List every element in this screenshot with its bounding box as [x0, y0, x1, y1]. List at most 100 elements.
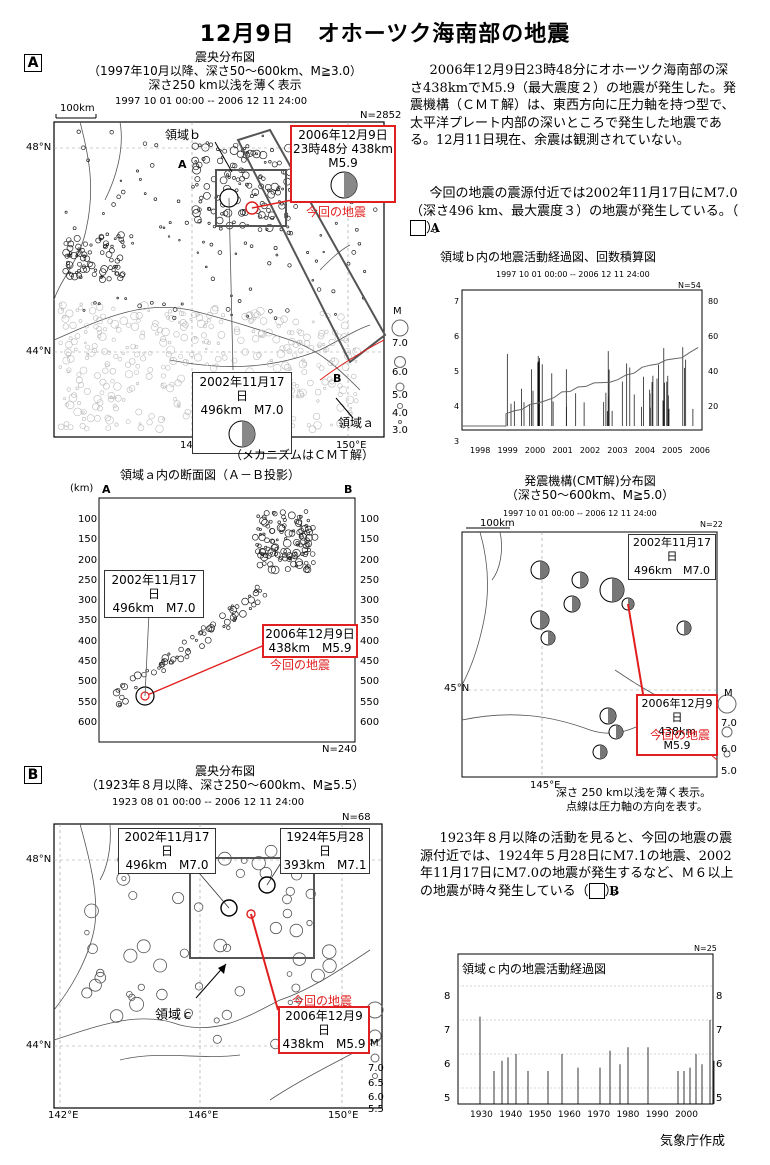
shallow-event — [259, 317, 268, 325]
shallow-event — [284, 363, 292, 372]
deep-event — [229, 162, 236, 169]
section-event — [181, 639, 187, 645]
section-b-event-2002-date: 2002年11月17日 — [124, 830, 210, 858]
section-event — [122, 698, 129, 705]
shallow-event — [218, 319, 224, 325]
deep-event — [202, 156, 211, 164]
cross-depth-r500: 500 — [360, 676, 380, 688]
deep-event — [210, 276, 216, 281]
section-b-lon150: 150°E — [328, 1110, 359, 1121]
region-c-y7: 7 — [444, 1025, 451, 1036]
section-event — [295, 541, 300, 546]
historic-event — [156, 988, 168, 1001]
shallow-event — [62, 323, 69, 330]
mechanism-ball — [571, 571, 589, 589]
section-b-event-1924-box: 1924年5月28日 393km M7.1 — [280, 828, 370, 874]
section-event — [207, 624, 215, 632]
shallow-event — [91, 343, 98, 349]
shallow-event — [184, 409, 191, 416]
shallow-event — [148, 351, 153, 356]
shallow-event — [124, 361, 132, 368]
section-event — [279, 529, 284, 534]
shallow-event — [110, 378, 115, 384]
section-event — [161, 654, 170, 662]
shallow-event — [292, 318, 300, 326]
deep-event — [226, 173, 229, 177]
region-b-x2001: 2001 — [552, 446, 573, 455]
deep-event — [154, 143, 159, 148]
section-a-lat48: 48°N — [26, 142, 52, 153]
shallow-event — [168, 309, 173, 314]
cross-depth-300: 300 — [78, 595, 98, 607]
section-event — [190, 635, 195, 640]
deep-event — [149, 300, 154, 305]
deep-event — [93, 268, 98, 272]
section-a-legend-6: 6.0 — [392, 367, 408, 378]
historic-event — [212, 1034, 222, 1044]
historic-event — [129, 996, 144, 1012]
shallow-event — [281, 361, 290, 370]
section-event — [293, 555, 298, 560]
historic-event — [84, 903, 99, 919]
shallow-event — [109, 368, 117, 375]
cross-depth-r200: 200 — [360, 554, 380, 566]
section-a-caption-range: （1997年10月以降、深さ50～600km、M≧3.0） — [87, 64, 363, 78]
historic-event — [291, 983, 301, 993]
shallow-event — [324, 347, 330, 353]
shallow-event — [105, 425, 112, 432]
shallow-event — [181, 311, 186, 317]
shallow-event — [337, 391, 343, 397]
deep-event — [136, 169, 139, 173]
shallow-event — [66, 387, 71, 392]
shallow-event — [150, 323, 159, 331]
shallow-event — [245, 312, 253, 320]
historic-event — [282, 894, 292, 905]
deep-event — [237, 299, 242, 303]
cross-depth-r450: 450 — [360, 656, 380, 668]
shallow-event — [221, 351, 226, 356]
section-event — [298, 543, 303, 548]
deep-event — [79, 265, 87, 274]
region-c-y8: 8 — [444, 991, 451, 1002]
deep-event — [252, 149, 261, 159]
section-b-caption-title: 震央分布図 — [194, 764, 255, 778]
shallow-event — [106, 350, 111, 355]
section-event — [117, 702, 122, 707]
deep-event — [316, 287, 322, 292]
shallow-event — [172, 397, 178, 402]
shallow-event — [147, 366, 154, 373]
region-b-y6: 6 — [454, 332, 460, 341]
shallow-event — [322, 343, 326, 347]
point-a-label: A — [178, 158, 187, 171]
shallow-event — [324, 329, 329, 334]
section-event — [262, 592, 268, 598]
cmt-event-2006-line: 438km M5.9 — [657, 725, 708, 752]
deep-event — [220, 211, 224, 216]
shallow-event — [155, 424, 164, 433]
deep-event — [81, 145, 86, 151]
section-a-count: N=2852 — [360, 110, 402, 121]
deep-event — [205, 265, 208, 269]
section-event — [239, 610, 247, 618]
deep-event — [235, 177, 241, 182]
region-b-label: 領域ｂ — [165, 128, 202, 142]
shallow-event — [280, 315, 288, 323]
deep-event — [257, 214, 263, 219]
deep-event — [78, 275, 83, 280]
deep-event — [99, 268, 107, 276]
historic-event — [94, 971, 107, 984]
shallow-event — [97, 334, 102, 339]
shallow-event — [125, 346, 129, 350]
deep-event — [243, 241, 248, 245]
deep-event — [234, 252, 238, 256]
section-event — [276, 523, 285, 532]
shallow-event — [121, 398, 126, 402]
shallow-event — [276, 349, 286, 359]
shallow-event — [130, 312, 139, 321]
shallow-event — [353, 392, 358, 397]
deep-event — [113, 264, 117, 268]
deep-event — [119, 271, 126, 277]
shallow-event — [173, 331, 180, 338]
section-event — [161, 658, 169, 666]
deep-event — [86, 261, 93, 268]
